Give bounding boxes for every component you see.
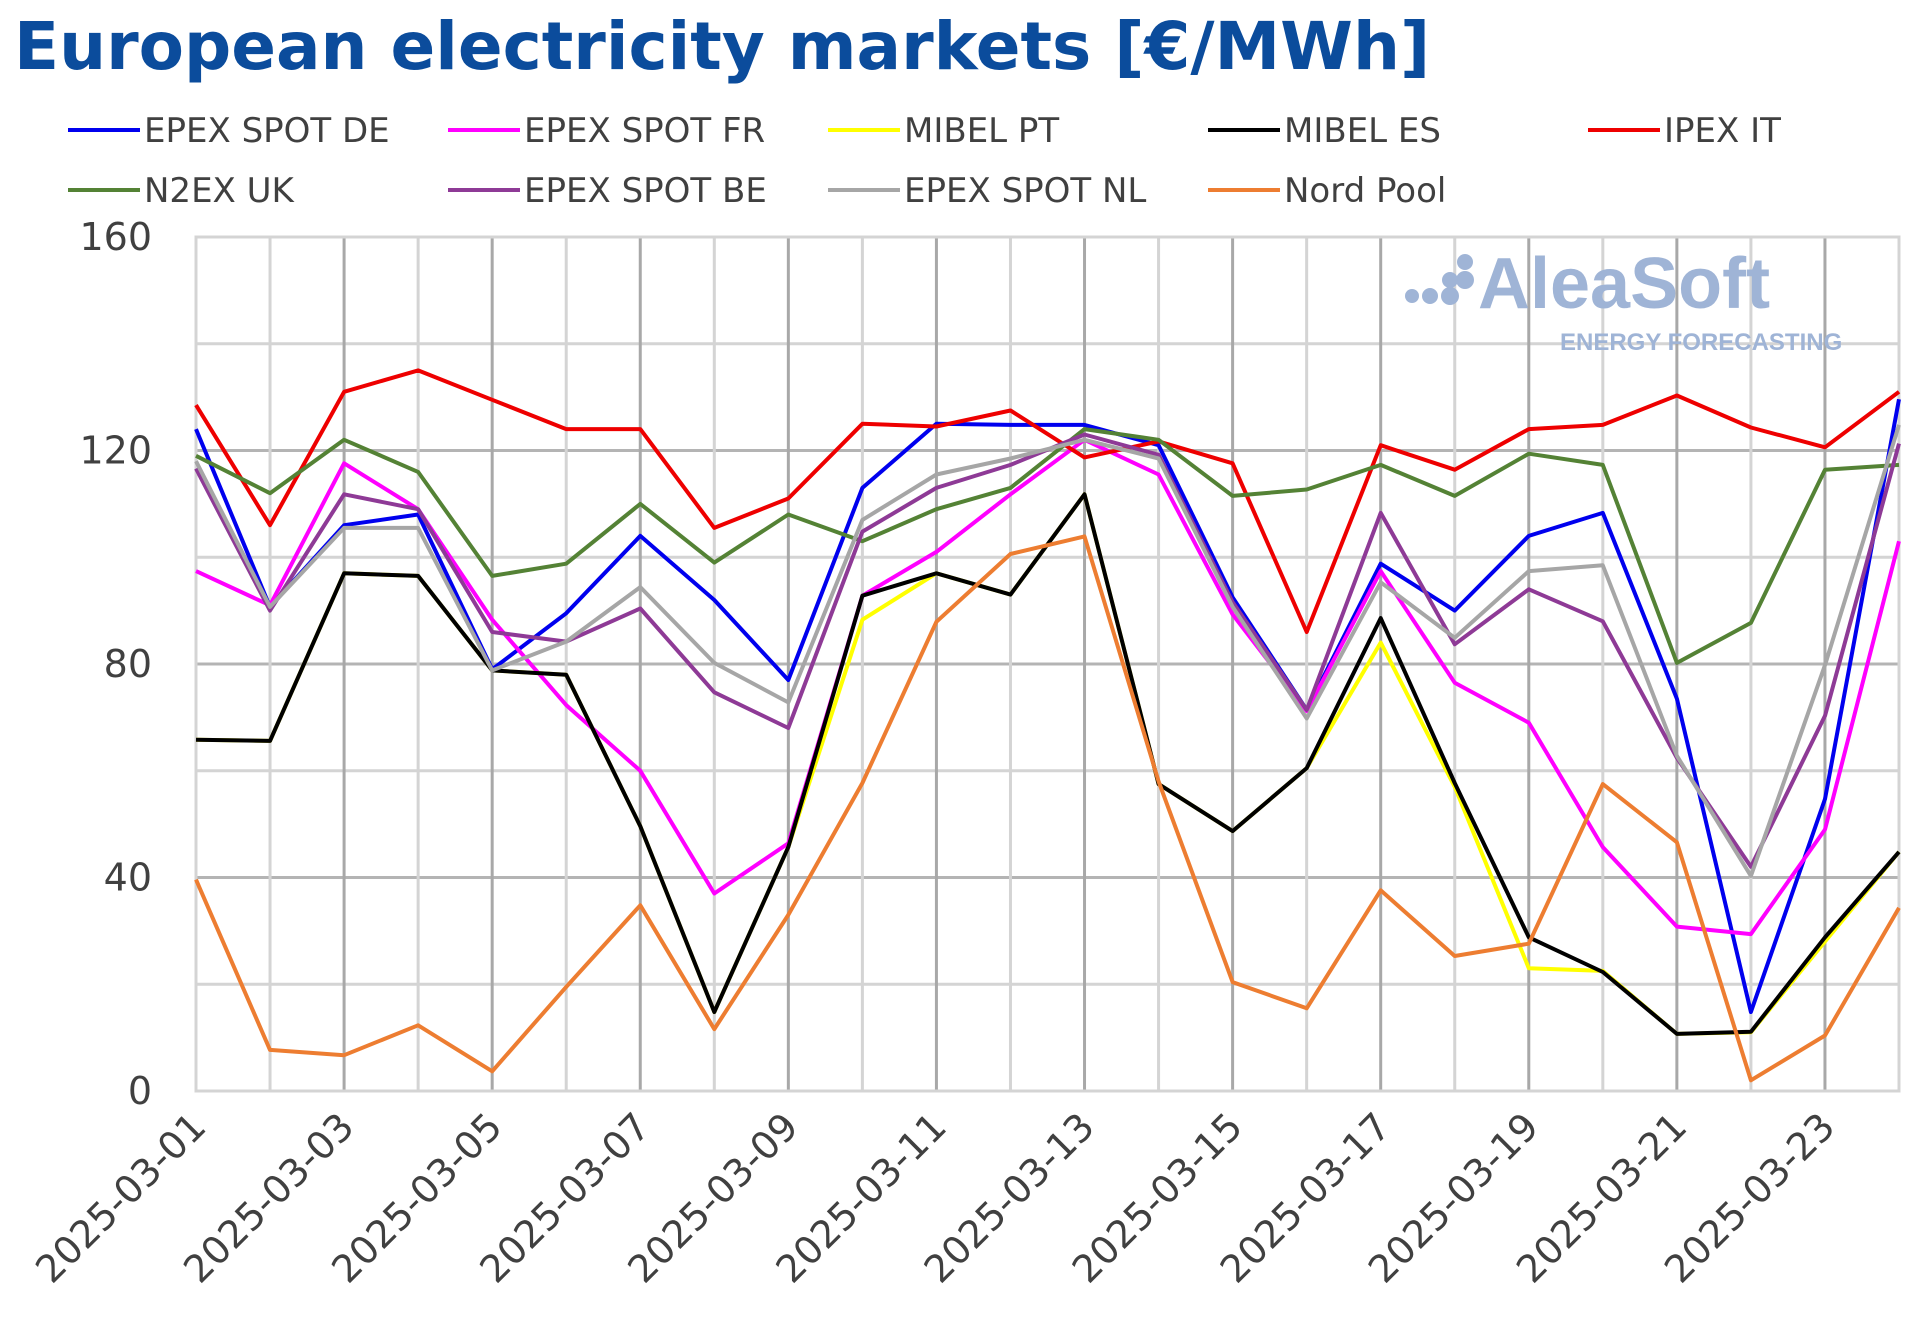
legend-item: N2EX UK xyxy=(68,171,296,211)
legend-label: N2EX UK xyxy=(144,171,296,211)
logo-dot xyxy=(1456,271,1474,289)
legend-label: EPEX SPOT DE xyxy=(144,111,390,151)
legend-item: IPEX IT xyxy=(1588,111,1781,151)
series-line-epex-spot-de xyxy=(194,398,1901,1014)
legend-label: MIBEL ES xyxy=(1284,111,1441,151)
watermark-brand: AleaSoft xyxy=(1478,244,1770,324)
plot-border xyxy=(194,235,1901,1093)
logo-dot xyxy=(1422,288,1438,304)
legend-item: EPEX SPOT BE xyxy=(448,171,767,211)
y-tick-label: 80 xyxy=(104,642,152,686)
legend-label: MIBEL PT xyxy=(904,111,1059,151)
legend-item: EPEX SPOT FR xyxy=(448,111,765,151)
legend-label: EPEX SPOT BE xyxy=(524,171,767,211)
y-tick-label: 0 xyxy=(128,1069,152,1113)
series-line-nord-pool xyxy=(194,534,1901,1083)
series-line-epex-spot-nl xyxy=(194,424,1901,878)
legend-item: EPEX SPOT DE xyxy=(68,111,390,151)
legend-item: MIBEL ES xyxy=(1208,111,1441,151)
logo-dot xyxy=(1405,289,1419,303)
logo-dot xyxy=(1457,254,1473,270)
legend-item: EPEX SPOT NL xyxy=(828,171,1146,211)
series-line-epex-spot-be xyxy=(194,432,1901,869)
aleasoft-logo: AleaSoft ENERGY FORECASTING xyxy=(1405,244,1842,356)
series-line-ipex-it xyxy=(194,368,1901,634)
watermark-tagline: ENERGY FORECASTING xyxy=(1560,329,1842,356)
legend-item: Nord Pool xyxy=(1208,171,1446,211)
series-line-epex-spot-fr xyxy=(195,437,1901,937)
chart-title: European electricity markets [€/MWh] xyxy=(14,8,1431,85)
y-tick-label: 40 xyxy=(104,856,152,900)
series-line-n2ex-uk xyxy=(195,427,1900,665)
legend-label: EPEX SPOT FR xyxy=(524,111,765,151)
y-tick-label: 160 xyxy=(79,215,152,259)
logo-dot xyxy=(1442,272,1458,288)
y-tick-label: 120 xyxy=(79,429,152,473)
legend-item: MIBEL PT xyxy=(828,111,1059,151)
legend-label: Nord Pool xyxy=(1284,171,1446,211)
logo-dot xyxy=(1441,287,1459,305)
legend-label: EPEX SPOT NL xyxy=(904,171,1146,211)
legend-label: IPEX IT xyxy=(1664,111,1781,151)
